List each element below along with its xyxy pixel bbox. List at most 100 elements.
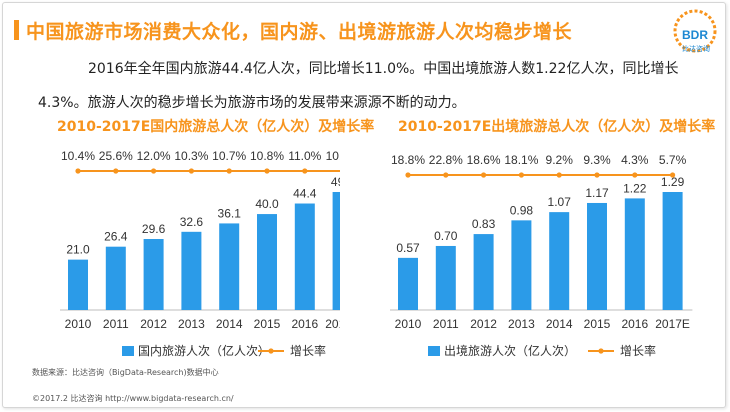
growth-rate-label: 12.0% xyxy=(137,149,171,163)
bar-2010 xyxy=(398,257,418,310)
bar-2017E xyxy=(332,192,340,310)
growth-rate-point xyxy=(556,172,562,178)
growth-rate-label: 4.3% xyxy=(621,153,649,167)
growth-rate-point xyxy=(481,172,487,178)
growth-rate-point xyxy=(632,172,638,178)
summary-line-2: 4.3%。旅游人次的稳步增长为旅游市场的发展带来源源不断的动力。 xyxy=(38,95,466,111)
bar-2013 xyxy=(511,220,532,310)
bar-2011 xyxy=(105,246,126,310)
bar-value-label: 0.98 xyxy=(510,203,534,217)
growth-rate-point xyxy=(264,168,270,174)
x-tick-label: 2017E xyxy=(655,317,690,331)
x-tick-label: 2011 xyxy=(433,317,459,331)
growth-rate-label: 5.7% xyxy=(659,153,687,167)
growth-rate-label: 10.7% xyxy=(212,149,246,163)
x-tick-label: 2012 xyxy=(470,317,497,331)
bar-value-label: 1.07 xyxy=(548,195,572,209)
growth-rate-label: 9.2% xyxy=(546,153,574,167)
legend-bar-label: 国内旅游人次（亿人次） xyxy=(138,343,270,358)
legend-bar-swatch xyxy=(122,346,134,356)
summary-line-1: 2016年全年国内旅游44.4亿人次，同比增长11.0%。中国出境旅游人数1.2… xyxy=(88,61,679,77)
growth-rate-label: 18.8% xyxy=(391,153,425,167)
x-tick-label: 2017E xyxy=(325,317,340,331)
legend-line-label: 增长率 xyxy=(620,343,656,358)
x-tick-label: 2016 xyxy=(621,317,648,331)
legend-line-marker xyxy=(598,348,604,354)
x-tick-label: 2014 xyxy=(546,317,573,331)
growth-rate-point xyxy=(302,168,308,174)
domestic-tourism-chart: 21.0 2010 10.4% 26.4 2011 25.6% 29.6 2012 12.0% 3… xyxy=(60,149,340,358)
bar-2012 xyxy=(143,239,164,310)
x-tick-label: 2013 xyxy=(508,317,535,331)
legend-line-label: 增长率 xyxy=(290,343,326,358)
growth-rate-label: 10.3% xyxy=(174,149,208,163)
bar-2013 xyxy=(181,231,202,310)
x-tick-label: 2015 xyxy=(254,317,281,331)
data-source-note: 数据来源：比达咨询（BigData-Research)数据中心 xyxy=(32,368,219,377)
growth-rate-label: 9.3% xyxy=(583,153,611,167)
growth-rate-label: 18.1% xyxy=(504,153,538,167)
growth-rate-label: 10.8% xyxy=(250,149,284,163)
growth-rate-point xyxy=(151,168,157,174)
bar-2010 xyxy=(68,259,88,310)
bar-value-label: 26.4 xyxy=(104,230,128,244)
bar-2014 xyxy=(219,223,240,310)
bar-value-label: 40.0 xyxy=(255,197,279,211)
bar-value-label: 49.2 xyxy=(331,175,340,189)
bar-2015 xyxy=(587,202,607,310)
bar-2016 xyxy=(294,203,315,310)
left-chart-title: 2010-2017E国内旅游总人次（亿人次）及增长率 xyxy=(57,119,375,135)
x-tick-label: 2013 xyxy=(178,317,205,331)
x-tick-label: 2015 xyxy=(584,317,611,331)
slide-title: 中国旅游市场消费大众化，国内游、出境游旅游人次均稳步增长 xyxy=(26,21,573,43)
bar-value-label: 1.29 xyxy=(661,175,685,189)
bar-2012 xyxy=(473,234,494,310)
x-tick-label: 2012 xyxy=(140,317,167,331)
growth-rate-label: 10.8% xyxy=(326,149,340,163)
logo-text: BDR xyxy=(682,28,708,42)
growth-rate-point xyxy=(405,172,411,178)
bar-value-label: 0.83 xyxy=(472,217,496,231)
x-tick-label: 2011 xyxy=(103,317,129,331)
growth-rate-label: 10.4% xyxy=(61,149,95,163)
growth-rate-label: 22.8% xyxy=(429,153,463,167)
right-chart-title: 2010-2017E出境旅游总人次（亿人次）及增长率 xyxy=(398,119,716,135)
bar-2017E xyxy=(662,192,683,310)
bar-value-label: 29.6 xyxy=(142,222,166,236)
bar-2011 xyxy=(435,245,456,310)
x-tick-label: 2016 xyxy=(291,317,318,331)
x-tick-label: 2010 xyxy=(395,317,422,331)
growth-rate-point xyxy=(226,168,232,174)
bdr-logo-icon: BDR xyxy=(673,9,717,53)
bar-value-label: 36.1 xyxy=(218,206,242,220)
growth-rate-label: 25.6% xyxy=(99,149,133,163)
growth-rate-point xyxy=(594,172,600,178)
title-accent-bar xyxy=(14,20,19,40)
bar-value-label: 1.22 xyxy=(623,181,647,195)
growth-rate-point xyxy=(188,168,194,174)
bar-value-label: 32.6 xyxy=(180,215,204,229)
x-tick-label: 2014 xyxy=(216,317,243,331)
growth-rate-point xyxy=(113,168,119,174)
legend-bar-swatch xyxy=(428,346,440,356)
bar-value-label: 0.57 xyxy=(396,241,420,255)
bar-value-label: 1.17 xyxy=(585,186,609,200)
bar-2015 xyxy=(257,214,277,310)
bar-value-label: 0.70 xyxy=(434,229,458,243)
logo-subtext: 比达咨询 xyxy=(682,45,710,53)
copyright-footer: ©2017.2 比达咨询 http://www.bigdata-research… xyxy=(32,394,234,403)
outbound-tourism-chart: 0.57 2010 18.8% 0.70 2011 22.8% 0.83 2012 18.6% 0… xyxy=(390,153,693,358)
growth-rate-point xyxy=(443,172,449,178)
legend-line-marker xyxy=(268,348,274,354)
bar-value-label: 21.0 xyxy=(66,243,90,257)
growth-rate-point xyxy=(670,172,676,178)
bar-2014 xyxy=(549,212,570,310)
x-tick-label: 2010 xyxy=(65,317,92,331)
growth-rate-point xyxy=(518,172,524,178)
growth-rate-label: 18.6% xyxy=(467,153,501,167)
growth-rate-label: 11.0% xyxy=(288,149,321,163)
growth-rate-point xyxy=(75,168,81,174)
legend-bar-label: 出境旅游人次（亿人次） xyxy=(444,343,576,358)
bar-value-label: 44.4 xyxy=(293,187,317,201)
bar-2016 xyxy=(624,198,645,310)
